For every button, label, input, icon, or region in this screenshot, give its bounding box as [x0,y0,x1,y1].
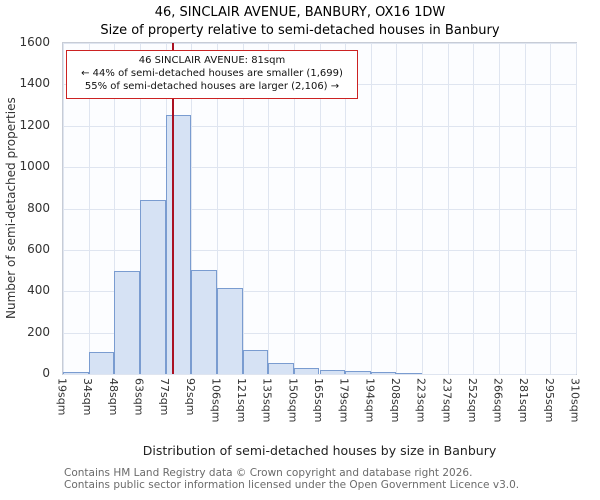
histogram-bar [242,350,269,374]
v-gridline [396,43,398,374]
v-gridline [345,43,347,374]
histogram-bar [165,115,192,374]
histogram-bar [191,269,217,374]
y-tick-label: 600 [27,241,50,256]
x-tick-label: 150sqm [286,378,300,423]
y-tick-label: 1400 [19,76,50,91]
histogram-bar [139,200,166,374]
histogram-bar [319,370,346,374]
x-tick-label: 295sqm [542,378,556,423]
annotation-box: 46 SINCLAIR AVENUE: 81sqm ← 44% of semi-… [66,50,358,99]
x-tick-label: 63sqm [132,378,146,416]
y-tick-label: 200 [27,324,50,339]
v-gridline [216,43,218,374]
x-tick-label: 135sqm [260,378,274,423]
y-tick-label: 0 [42,366,50,380]
x-tick-label: 194sqm [363,378,377,423]
histogram-bar [396,372,423,374]
x-axis-label: Distribution of semi-detached houses by … [142,443,497,458]
x-tick-label: 48sqm [106,378,120,416]
y-tick-label: 1000 [19,159,50,174]
y-tick-label: 1600 [19,35,50,49]
x-tick-label: 19sqm [55,378,69,416]
v-gridline [319,43,321,374]
x-tick-label: 281sqm [517,378,531,423]
annotation-line3: 55% of semi-detached houses are larger (… [84,81,340,93]
x-tick-label: 77sqm [158,378,172,416]
x-tick-label: 266sqm [491,378,505,423]
histogram-bar [63,371,89,374]
histogram-bar [216,288,243,374]
v-gridline [88,43,90,374]
x-tick-label: 165sqm [312,378,325,423]
y-tick-label: 400 [27,283,50,298]
histogram-bar [88,352,115,374]
v-gridline [242,43,244,374]
x-tick-label: 34sqm [81,378,95,416]
histogram-bar [293,368,320,374]
v-gridline [550,43,552,374]
x-tick-label: 223sqm [414,378,428,423]
x-tick-label: 92sqm [183,378,197,416]
v-gridline [370,43,372,374]
histogram-bar [268,362,294,374]
v-gridline [268,43,270,374]
histogram-bar [370,372,397,374]
v-gridline [473,43,475,374]
x-tick-label: 252sqm [465,378,479,423]
chart-subtitle: Size of property relative to semi-detach… [100,23,500,38]
annotation-line1: 46 SINCLAIR AVENUE: 81sqm [138,55,286,66]
v-gridline [63,43,64,374]
v-gridline [499,43,501,374]
v-gridline [524,43,526,374]
footer: Contains HM Land Registry data © Crown c… [64,467,519,492]
v-gridline [191,43,193,374]
annotation-line2: ← 44% of semi-detached houses are smalle… [81,68,343,80]
y-axis-ticks: 0 200 400 600 800 1000 1200 1400 1600 [0,35,56,380]
footer-line1: Contains HM Land Registry data © Crown c… [64,467,473,479]
property-marker-line [172,43,174,374]
x-tick-label: 121sqm [235,378,249,423]
v-gridline [114,43,116,374]
v-gridline [422,43,424,374]
histogram-bar [114,270,140,374]
y-tick-label: 1200 [19,117,50,132]
y-tick-label: 800 [27,200,50,215]
x-tick-label: 106sqm [209,378,223,423]
x-tick-label: 208sqm [388,378,402,423]
x-tick-label: 310sqm [568,378,582,423]
h-gridline [63,374,576,375]
histogram-bar [345,370,371,374]
v-gridline [293,43,295,374]
footer-line2: Contains public sector information licen… [64,479,520,492]
v-gridline [447,43,449,374]
chart-title: 46, SINCLAIR AVENUE, BANBURY, OX16 1DW [154,5,446,20]
x-tick-label: 179sqm [337,378,351,423]
v-gridline [576,43,577,374]
x-axis-ticks: 19sqm 34sqm 48sqm 63sqm 77sqm 92sqm 106sqm 121s… [56,378,582,432]
plot-area: 46 SINCLAIR AVENUE: 81sqm ← 44% of semi-… [62,42,577,375]
x-tick-label: 237sqm [440,378,454,423]
